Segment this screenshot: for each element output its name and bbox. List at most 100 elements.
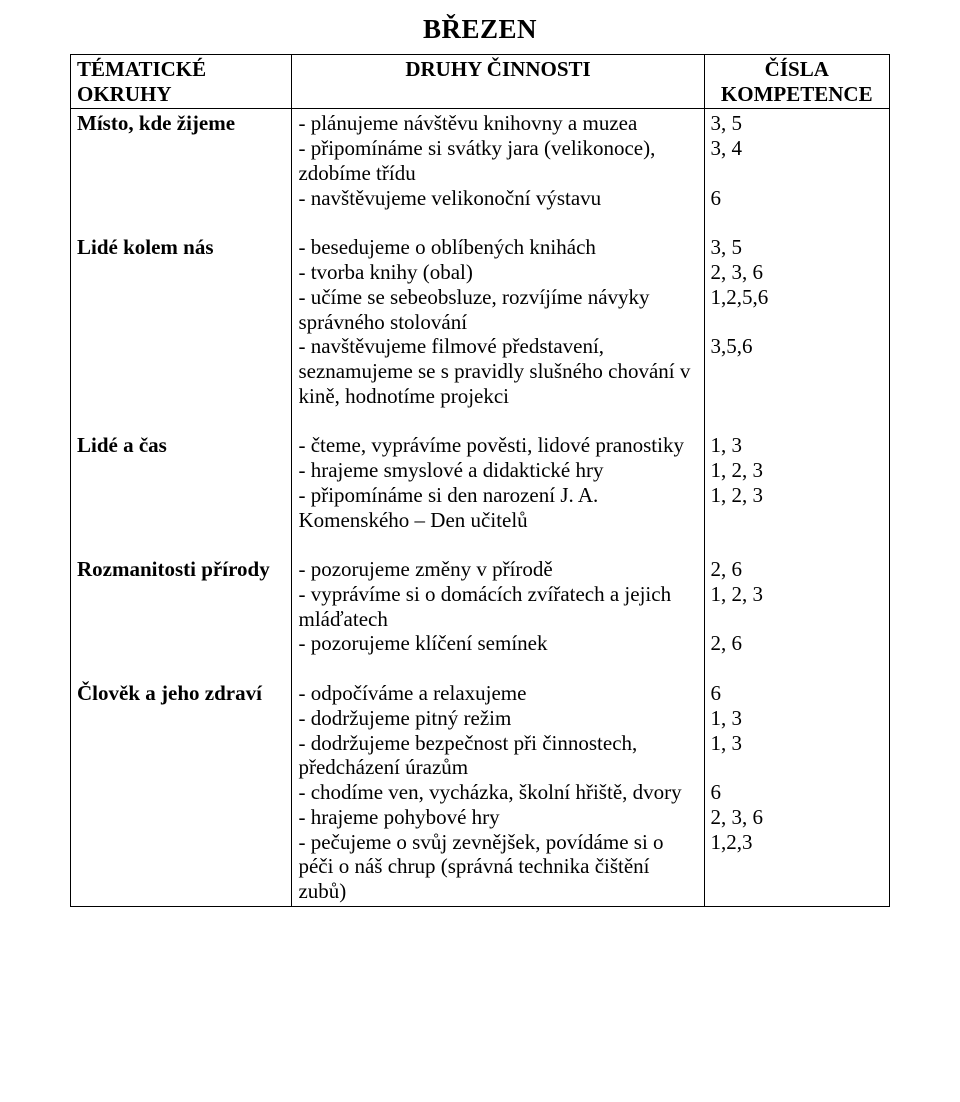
spacer <box>77 731 285 756</box>
spacer <box>77 830 285 855</box>
table-header-row: TÉMATICKÉ OKRUHY DRUHY ČINNOSTI ČÍSLA KO… <box>71 54 890 109</box>
spacer <box>77 656 285 681</box>
activity-item: - dodržujeme bezpečnost při činnostech, … <box>298 731 697 781</box>
competency-code: 6 <box>711 780 883 805</box>
activity-item: - učíme se sebeobsluze, rozvíjíme návyky… <box>298 285 697 335</box>
spacer <box>711 359 883 384</box>
spacer <box>77 186 285 211</box>
activity-item: - připomínáme si den narození J. A. Kome… <box>298 483 697 533</box>
spacer <box>711 607 883 632</box>
competency-code: 1, 3 <box>711 706 883 731</box>
spacer <box>711 854 883 879</box>
competency-code: 1, 2, 3 <box>711 458 883 483</box>
spacer <box>77 384 285 409</box>
spacer <box>77 310 285 335</box>
topics-cell: Místo, kde žijeme Lidé kolem nás Lidé a … <box>71 109 292 907</box>
activity-item: - vyprávíme si o domácích zvířatech a je… <box>298 582 697 632</box>
activity-item: - pozorujeme klíčení semínek <box>298 631 697 656</box>
spacer <box>77 607 285 632</box>
activity-item: - dodržujeme pitný režim <box>298 706 697 731</box>
spacer <box>711 879 883 904</box>
activity-item: - hrajeme smyslové a didaktické hry <box>298 458 697 483</box>
activity-item: - odpočíváme a relaxujeme <box>298 681 697 706</box>
activity-item: - pozorujeme změny v přírodě <box>298 557 697 582</box>
competency-code: 6 <box>711 681 883 706</box>
competency-code: 1, 2, 3 <box>711 483 883 508</box>
spacer <box>77 285 285 310</box>
spacer <box>711 508 883 533</box>
table-row: Místo, kde žijeme Lidé kolem nás Lidé a … <box>71 109 890 907</box>
topic-label: Lidé a čas <box>77 433 285 458</box>
spacer <box>298 210 697 235</box>
activity-item: - připomínáme si svátky jara (velikonoce… <box>298 136 697 186</box>
spacer <box>77 334 285 359</box>
codes-cell: 3, 53, 4 6 3, 52, 3, 61,2,5,6 3,5,6 1, 3… <box>704 109 889 907</box>
competency-code: 3, 5 <box>711 111 883 136</box>
activity-item: - besedujeme o oblíbených knihách <box>298 235 697 260</box>
competency-code: 1, 3 <box>711 731 883 756</box>
header-activities: DRUHY ČINNOSTI <box>292 54 704 109</box>
competency-code: 6 <box>711 186 883 211</box>
spacer <box>77 879 285 904</box>
spacer <box>77 210 285 235</box>
spacer <box>711 161 883 186</box>
spacer <box>77 161 285 186</box>
competency-code: 1, 3 <box>711 433 883 458</box>
spacer <box>77 483 285 508</box>
spacer <box>77 631 285 656</box>
page: BŘEZEN TÉMATICKÉ OKRUHY DRUHY ČINNOSTI Č… <box>0 0 960 947</box>
spacer <box>77 780 285 805</box>
activity-item: - hrajeme pohybové hry <box>298 805 697 830</box>
spacer <box>711 409 883 434</box>
activity-item: - navštěvujeme velikonoční výstavu <box>298 186 697 211</box>
spacer <box>77 136 285 161</box>
competency-code: 1,2,5,6 <box>711 285 883 310</box>
spacer <box>298 532 697 557</box>
header-competencies: ČÍSLA KOMPETENCE <box>704 54 889 109</box>
activity-item: - chodíme ven, vycházka, školní hřiště, … <box>298 780 697 805</box>
spacer <box>711 532 883 557</box>
spacer <box>711 210 883 235</box>
spacer <box>77 359 285 384</box>
topic-label: Rozmanitosti přírody <box>77 557 285 582</box>
spacer <box>77 532 285 557</box>
competency-code: 1,2,3 <box>711 830 883 855</box>
activities-cell: - plánujeme návštěvu knihovny a muzea- p… <box>292 109 704 907</box>
activity-item: - navštěvujeme filmové představení, sezn… <box>298 334 697 408</box>
spacer <box>77 706 285 731</box>
curriculum-table: TÉMATICKÉ OKRUHY DRUHY ČINNOSTI ČÍSLA KO… <box>70 54 890 907</box>
document-title: BŘEZEN <box>70 14 890 46</box>
spacer <box>77 409 285 434</box>
header-competencies-line1: ČÍSLA <box>711 57 883 82</box>
spacer <box>711 384 883 409</box>
competency-code: 2, 3, 6 <box>711 260 883 285</box>
spacer <box>77 458 285 483</box>
table-body: Místo, kde žijeme Lidé kolem nás Lidé a … <box>71 109 890 907</box>
competency-code: 3, 4 <box>711 136 883 161</box>
competency-code: 2, 6 <box>711 631 883 656</box>
topic-label: Místo, kde žijeme <box>77 111 285 136</box>
activity-item: - tvorba knihy (obal) <box>298 260 697 285</box>
competency-code: 3,5,6 <box>711 334 883 359</box>
competency-code: 2, 6 <box>711 557 883 582</box>
activity-item: - čteme, vyprávíme pověsti, lidové prano… <box>298 433 697 458</box>
spacer <box>711 755 883 780</box>
spacer <box>711 310 883 335</box>
header-topics: TÉMATICKÉ OKRUHY <box>71 54 292 109</box>
spacer <box>77 854 285 879</box>
topic-label: Lidé kolem nás <box>77 235 285 260</box>
activity-item: - plánujeme návštěvu knihovny a muzea <box>298 111 697 136</box>
spacer <box>77 508 285 533</box>
spacer <box>77 755 285 780</box>
competency-code: 1, 2, 3 <box>711 582 883 607</box>
spacer <box>298 656 697 681</box>
topic-label: Člověk a jeho zdraví <box>77 681 285 706</box>
competency-code: 3, 5 <box>711 235 883 260</box>
activity-item: - pečujeme o svůj zevnějšek, povídáme si… <box>298 830 697 904</box>
spacer <box>77 582 285 607</box>
spacer <box>77 260 285 285</box>
spacer <box>298 409 697 434</box>
competency-code: 2, 3, 6 <box>711 805 883 830</box>
spacer <box>711 656 883 681</box>
spacer <box>77 805 285 830</box>
